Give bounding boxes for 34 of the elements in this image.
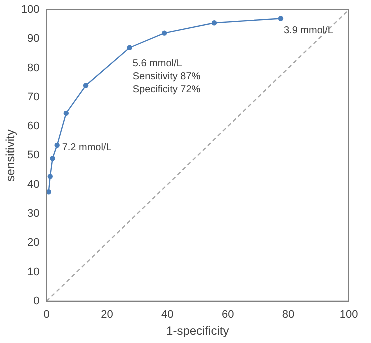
point	[50, 156, 56, 162]
y-tick-label: 50	[28, 150, 40, 162]
annotation: Specificity 72%	[132, 84, 201, 96]
y-tick-label: 70	[28, 91, 40, 104]
x-tick-label: 80	[282, 309, 295, 322]
point	[54, 142, 60, 148]
x-tick-label: 40	[162, 309, 174, 322]
point	[212, 20, 218, 26]
y-tick-label: 100	[21, 4, 40, 16]
y-tick-label: 60	[28, 120, 40, 133]
x-tick-label: 60	[222, 309, 234, 322]
x-tick-label: 100	[340, 309, 358, 322]
x-tick-label: 0	[44, 309, 50, 322]
point	[48, 174, 53, 180]
annotation: 5.6 mmol/L	[132, 58, 183, 70]
y-tick-label: 80	[28, 62, 40, 74]
y-tick-label: 20	[28, 237, 40, 250]
annotation: 3.9 mmol/L	[284, 25, 334, 36]
annotation: Sensitivity 87%	[132, 72, 201, 83]
x-axis-title: 1-specificity	[166, 324, 230, 338]
y-tick-label: 40	[28, 178, 40, 191]
y-tick-label: 10	[28, 266, 40, 278]
point	[278, 16, 284, 22]
point	[46, 190, 52, 195]
y-tick-label: 90	[28, 33, 40, 46]
x-tick-label: 20	[101, 309, 114, 322]
y-tick-label: 0	[34, 295, 40, 308]
y-tick-label: 30	[28, 208, 40, 220]
point	[162, 30, 168, 36]
point	[64, 110, 69, 116]
point	[127, 45, 132, 50]
annotation: 7.2 mmol/L	[62, 142, 112, 154]
point	[83, 83, 89, 88]
y-axis-title: sensitivity	[4, 130, 18, 182]
